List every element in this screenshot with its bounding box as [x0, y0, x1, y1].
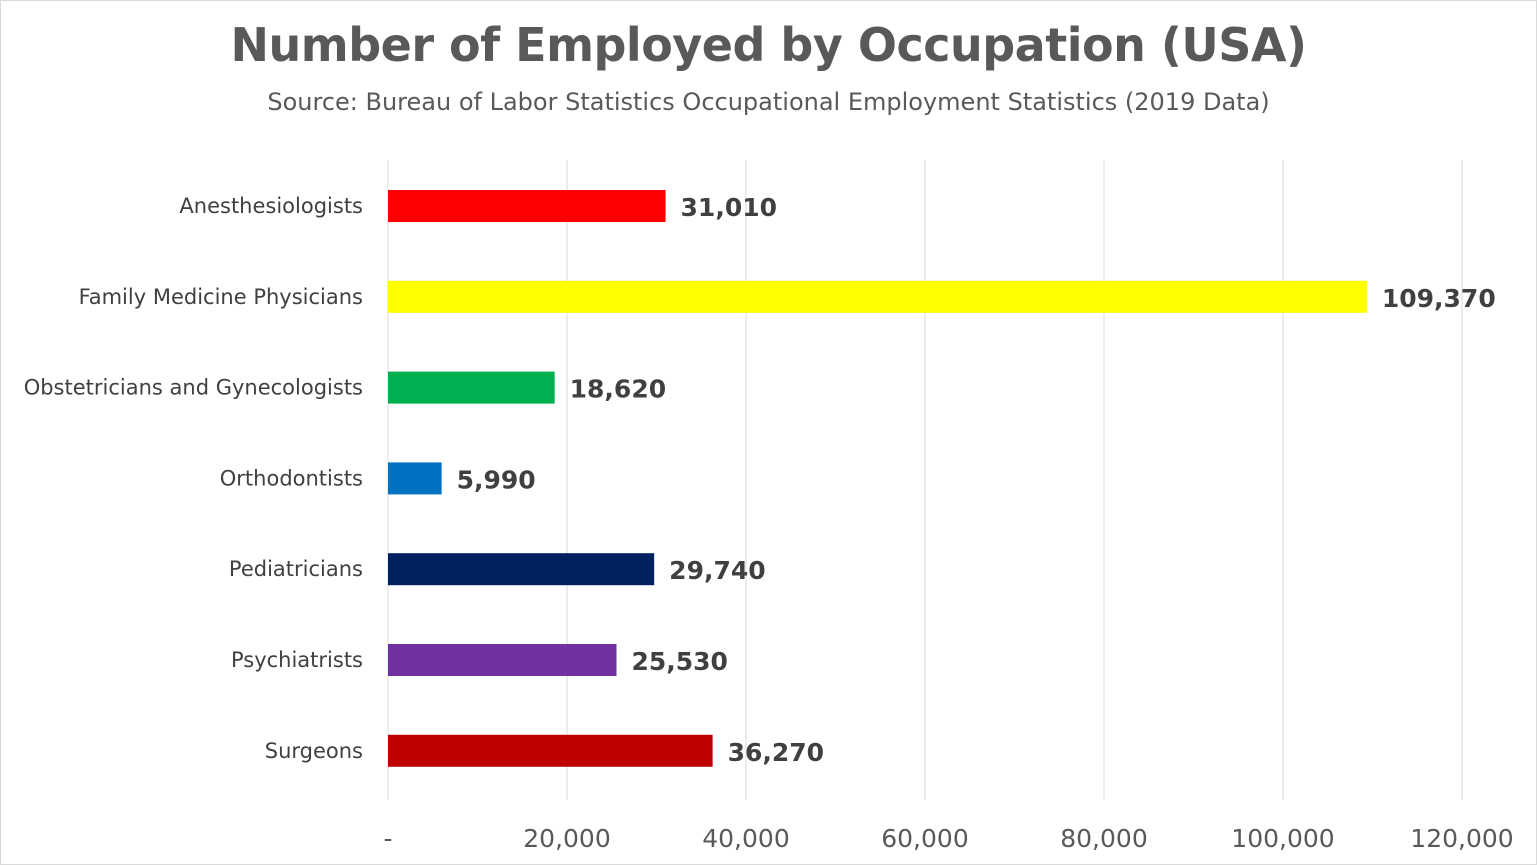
category-label: Pediatricians	[229, 557, 363, 581]
category-label: Obstetricians and Gynecologists	[24, 376, 363, 400]
category-label: Psychiatrists	[231, 648, 363, 672]
category-label: Surgeons	[265, 739, 363, 763]
data-label: 25,530	[631, 647, 727, 676]
data-label: 36,270	[728, 738, 824, 767]
data-label: 31,010	[681, 193, 777, 222]
bar-family-medicine-physicians	[388, 280, 1367, 313]
bar-orthodontists	[388, 462, 442, 495]
data-label: 109,370	[1382, 284, 1496, 313]
data-label: 5,990	[457, 465, 536, 494]
data-label: 18,620	[570, 375, 666, 404]
category-label: Orthodontists	[220, 466, 363, 490]
data-label: 29,740	[669, 556, 765, 585]
x-tick-label: 20,000	[523, 824, 610, 853]
bar-pediatricians	[388, 553, 655, 586]
x-tick-label: 120,000	[1410, 824, 1513, 853]
chart-title: Number of Employed by Occupation (USA)	[230, 18, 1307, 72]
chart-subtitle: Source: Bureau of Labor Statistics Occup…	[267, 88, 1270, 116]
category-label: Anesthesiologists	[179, 194, 363, 218]
category-label: Family Medicine Physicians	[79, 285, 363, 309]
x-tick-label: 80,000	[1060, 824, 1147, 853]
bar-psychiatrists	[388, 644, 617, 676]
x-tick-label: 40,000	[702, 824, 789, 853]
x-tick-label: 60,000	[881, 824, 968, 853]
x-tick-label: -	[383, 824, 392, 853]
x-tick-label: 100,000	[1231, 824, 1334, 853]
bar-obstetricians-and-gynecologists	[388, 371, 555, 404]
bar-surgeons	[388, 734, 713, 767]
bar-anesthesiologists	[388, 190, 666, 222]
